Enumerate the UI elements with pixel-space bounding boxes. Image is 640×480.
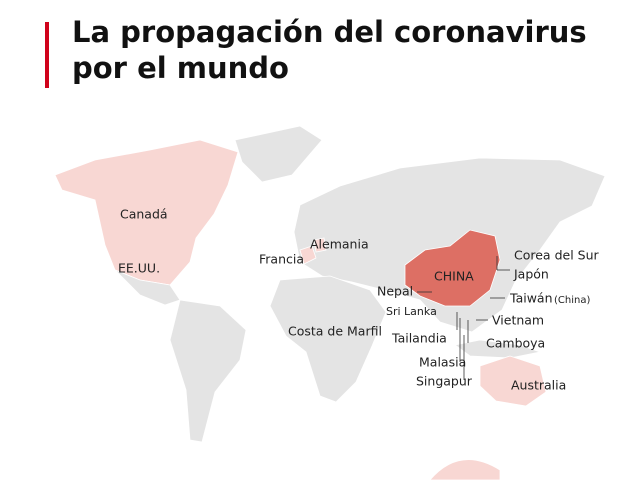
- germany: [313, 237, 327, 253]
- map-label: (China): [554, 295, 590, 306]
- map-label: Japón: [513, 267, 549, 282]
- map-label: CHINA: [434, 269, 474, 284]
- map-label: EE.UU.: [118, 261, 160, 276]
- map-label: Nepal: [377, 284, 413, 299]
- africa: [269, 275, 387, 403]
- map-label: Canadá: [120, 207, 168, 222]
- title: La propagación del coronavirus por el mu…: [72, 15, 587, 85]
- greenland: [234, 125, 323, 183]
- map-label: Alemania: [310, 237, 369, 252]
- france: [299, 245, 317, 265]
- map-label: Tailandia: [391, 331, 447, 346]
- indonesia: [454, 339, 542, 359]
- map-label: Corea del Sur: [514, 248, 599, 263]
- north-america: [54, 139, 239, 286]
- australia: [479, 355, 547, 407]
- map-label: Costa de Marfil: [288, 324, 382, 339]
- china: [404, 229, 501, 307]
- map-label: Singapur: [416, 374, 473, 389]
- south-america: [169, 299, 247, 443]
- map-label: Sri Lanka: [386, 305, 437, 318]
- antarctica: [429, 459, 501, 480]
- map-label: Francia: [259, 252, 304, 267]
- map-label: Taiwán: [509, 291, 553, 306]
- accent-bar: [45, 22, 49, 88]
- map-label: Malasia: [419, 355, 466, 370]
- map-label: Camboya: [486, 336, 545, 351]
- map-label: Vietnam: [492, 313, 544, 328]
- map-label: Australia: [511, 378, 566, 393]
